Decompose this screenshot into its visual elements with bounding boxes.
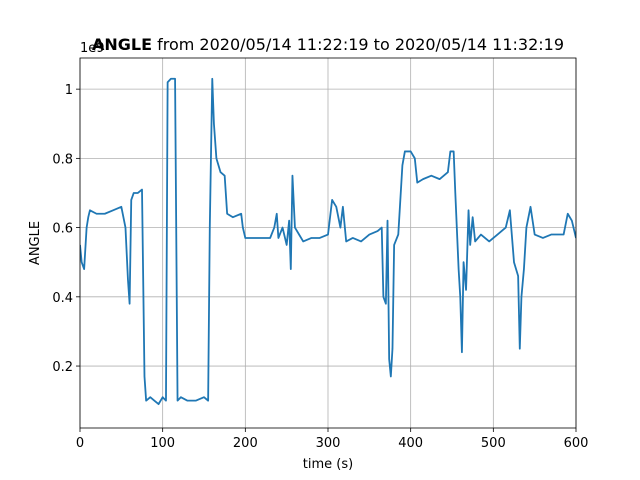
x-tick-label: 100	[150, 436, 175, 451]
data-line	[80, 77, 576, 406]
y-tick-label: 0.6	[52, 222, 73, 237]
y-tick-label: 1	[65, 83, 73, 98]
x-tick-label: 600	[564, 436, 589, 451]
x-axis-label: time (s)	[303, 457, 353, 472]
x-tick-label: 0	[76, 436, 84, 451]
x-tick-label: 200	[233, 436, 258, 451]
chart-title: ANGLE from 2020/05/14 11:22:19 to 2020/0…	[92, 35, 564, 54]
title-bold: ANGLE	[92, 35, 152, 54]
x-tick-label: 300	[316, 436, 341, 451]
y-tick-label: 0.8	[52, 152, 73, 167]
x-tick-label: 500	[481, 436, 506, 451]
y-axis-label: ANGLE	[28, 221, 43, 265]
title-text: from 2020/05/14 11:22:19 to 2020/05/14 1…	[157, 35, 564, 54]
y-tick-label: 0.2	[52, 360, 73, 375]
y-tick-label: 0.4	[52, 291, 73, 306]
plot-frame	[79, 57, 577, 429]
y-offset-text: 1e9	[80, 41, 105, 56]
x-tick-label: 400	[398, 436, 423, 451]
